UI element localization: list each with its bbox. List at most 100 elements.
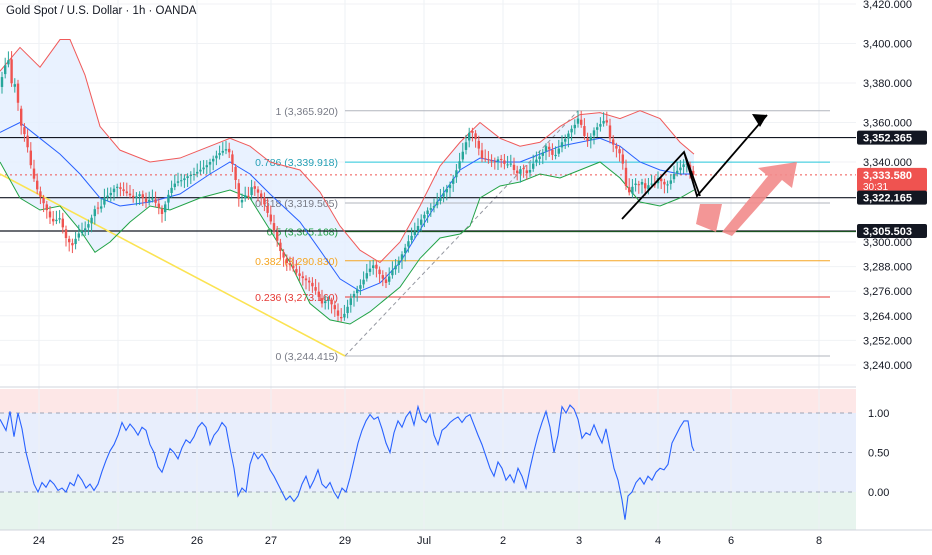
candle-body: [154, 199, 157, 203]
candle-body: [128, 193, 132, 196]
candle: [512, 157, 516, 175]
candle-body: [135, 196, 138, 198]
projection-arrowhead[interactable]: [752, 114, 767, 127]
candle: [272, 214, 276, 234]
candle-body: [538, 156, 541, 160]
candle: [4, 57, 7, 79]
candle: [164, 201, 167, 222]
candle-body: [346, 306, 349, 314]
candle-body: [644, 183, 647, 189]
candle: [247, 186, 250, 200]
candle-body: [468, 132, 471, 141]
candle-body: [647, 185, 650, 190]
candle-body: [221, 150, 224, 153]
candle: [138, 191, 141, 205]
candle-body: [516, 170, 519, 174]
projection-leg[interactable]: [683, 151, 701, 197]
candle-body: [292, 265, 295, 269]
candle: [621, 148, 624, 170]
candle: [471, 127, 474, 142]
red-arrow-down[interactable]: [696, 204, 722, 232]
candle-body: [324, 301, 327, 304]
candle: [426, 207, 429, 223]
candle: [397, 256, 400, 273]
candle: [61, 212, 64, 234]
candle: [368, 260, 372, 277]
candle: [7, 51, 10, 68]
candle-body: [285, 258, 288, 264]
candle-body: [279, 242, 282, 252]
candle: [55, 210, 58, 225]
red-arrow-up[interactable]: [722, 162, 797, 236]
candle-body: [39, 191, 42, 197]
candle-body: [32, 168, 36, 179]
candle-body: [490, 160, 493, 162]
candle: [391, 261, 394, 279]
x-tick-2: 26: [191, 535, 203, 547]
candle: [567, 130, 570, 148]
candle: [186, 173, 189, 187]
projection-path[interactable]: [621, 114, 768, 220]
yellow-trendline[interactable]: [0, 173, 346, 357]
candle: [359, 279, 362, 296]
candle-body: [55, 219, 58, 222]
candle-body: [74, 238, 77, 245]
price-label-countdown: 30:31: [863, 182, 888, 193]
candle: [103, 188, 106, 208]
candle: [52, 210, 55, 226]
candle: [10, 51, 13, 87]
candle: [480, 142, 484, 163]
candle-body: [234, 167, 237, 180]
candle-body: [448, 184, 452, 189]
drawings[interactable]: [621, 114, 797, 236]
candle-body: [333, 305, 336, 310]
candle: [0, 71, 4, 94]
candle: [676, 161, 679, 177]
candle-body: [666, 184, 669, 186]
candle-body: [544, 146, 548, 152]
price-axis[interactable]: 3,420.000 3,400.000 3,380.000 3,360.000 3,34…: [856, 0, 932, 550]
candle-body: [16, 83, 20, 103]
fib-label-5: 0.236 (3,273.160): [255, 292, 338, 304]
candle: [516, 165, 519, 181]
candle: [525, 165, 528, 180]
candle-body: [640, 182, 644, 185]
candle: [484, 149, 487, 163]
candle: [128, 184, 132, 199]
candle-body: [176, 181, 180, 183]
candle: [253, 181, 256, 196]
candle: [237, 179, 240, 207]
candle-body: [500, 158, 503, 160]
time-axis[interactable]: 24 25 26 27 29 Jul 2 3 4 6 8: [0, 529, 932, 550]
candle: [16, 79, 20, 111]
candle-body: [48, 211, 52, 218]
candle-body: [202, 167, 205, 170]
candle: [452, 174, 455, 192]
chart-title: Gold Spot / U.S. Dollar · 1h · OANDA: [6, 5, 197, 17]
candle: [365, 263, 368, 282]
candles: [0, 51, 695, 322]
candle: [602, 112, 605, 127]
candle-body: [368, 268, 372, 272]
candle: [276, 225, 279, 247]
candle-body: [416, 226, 420, 231]
x-tick-0: 24: [33, 535, 45, 547]
candle: [381, 270, 384, 287]
candle: [26, 129, 29, 153]
candle: [666, 180, 669, 194]
candle-body: [266, 206, 269, 213]
x-tick-8: 4: [655, 535, 661, 547]
candle: [205, 160, 208, 175]
candle: [679, 159, 682, 175]
candle-body: [208, 162, 212, 165]
candle: [298, 266, 301, 281]
candle-body: [237, 183, 240, 199]
candle-body: [308, 280, 311, 283]
candle: [496, 156, 500, 171]
candle: [458, 152, 461, 173]
candle: [420, 214, 423, 232]
candle-body: [116, 186, 119, 188]
candle: [423, 211, 426, 228]
